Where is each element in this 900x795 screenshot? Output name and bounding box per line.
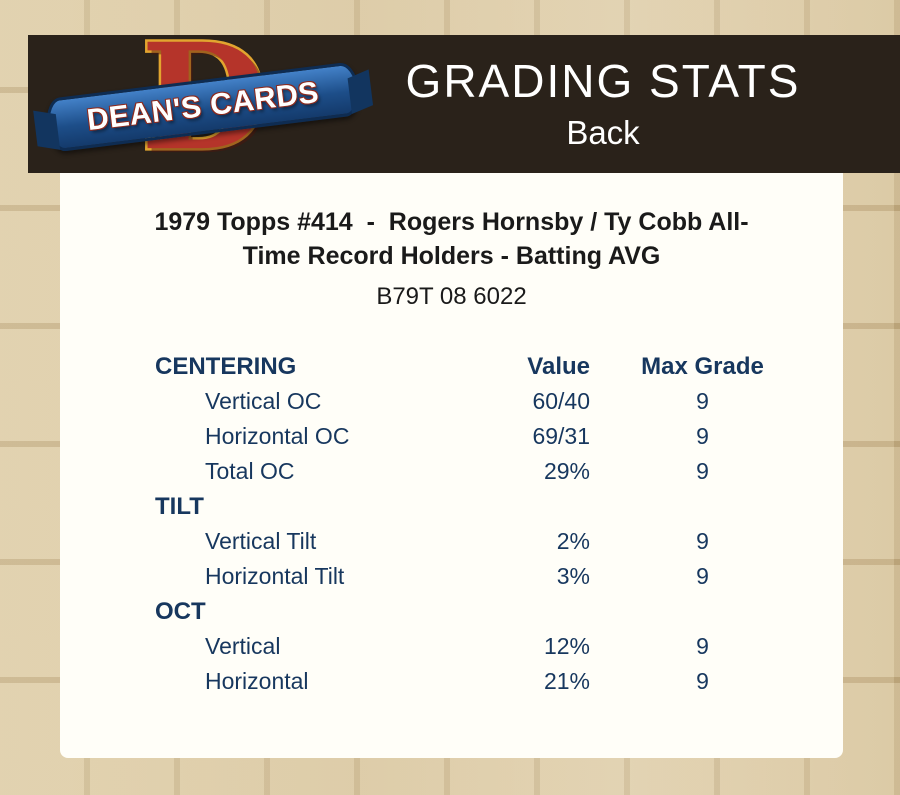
table-row-vertical-tilt: Vertical Tilt 2% 9 — [155, 524, 843, 559]
row-label: Horizontal Tilt — [205, 563, 345, 589]
row-label: Total OC — [205, 458, 295, 484]
column-header-value: Value — [527, 352, 590, 380]
stats-panel: 1979 Topps #414 - Rogers Hornsby / Ty Co… — [60, 173, 843, 758]
row-label: Vertical OC — [205, 388, 322, 414]
section-header: OCT — [155, 597, 206, 625]
table-row-oct-horizontal: Horizontal 21% 9 — [155, 664, 843, 699]
header-text-block: GRADING STATS Back — [354, 56, 900, 153]
row-max-grade: 9 — [696, 458, 709, 484]
row-label: Vertical Tilt — [205, 528, 317, 554]
row-value: 60/40 — [532, 388, 590, 414]
table-row-horizontal-tilt: Horizontal Tilt 3% 9 — [155, 559, 843, 594]
row-value: 12% — [543, 633, 590, 659]
row-max-grade: 9 — [696, 633, 709, 659]
page-subtitle: Back — [566, 114, 640, 152]
row-max-grade: 9 — [696, 563, 709, 589]
table-section-row-oct: OCT — [155, 594, 843, 629]
row-max-grade: 9 — [696, 528, 709, 554]
section-header: TILT — [155, 492, 204, 520]
row-value: 69/31 — [532, 423, 590, 449]
column-header-centering: CENTERING — [155, 352, 297, 380]
deans-cards-logo[interactable]: D DEAN'S CARDS — [43, 22, 363, 173]
row-value: 3% — [556, 563, 590, 589]
row-max-grade: 9 — [696, 423, 709, 449]
row-value: 21% — [543, 668, 590, 694]
row-value: 29% — [543, 458, 590, 484]
page-title: GRADING STATS — [405, 54, 801, 107]
card-serial-number: B79T 08 6022 — [376, 283, 527, 310]
table-header-row: CENTERING Value Max Grade — [155, 349, 843, 384]
row-label: Horizontal OC — [205, 423, 350, 449]
row-label: Vertical — [205, 633, 281, 659]
row-label: Horizontal — [205, 668, 309, 694]
table-row-total-oc: Total OC 29% 9 — [155, 454, 843, 489]
card-title: 1979 Topps #414 - Rogers Hornsby / Ty Co… — [154, 208, 749, 270]
table-row-horizontal-oc: Horizontal OC 69/31 9 — [155, 419, 843, 454]
row-max-grade: 9 — [696, 388, 709, 414]
column-header-max-grade: Max Grade — [641, 352, 764, 380]
header-bar: D DEAN'S CARDS GRADING STATS Back — [28, 22, 900, 173]
table-row-oct-vertical: Vertical 12% 9 — [155, 629, 843, 664]
table-row-vertical-oc: Vertical OC 60/40 9 — [155, 384, 843, 419]
row-max-grade: 9 — [696, 668, 709, 694]
grading-stats-table: CENTERING Value Max Grade Vertical OC 60… — [155, 349, 843, 699]
row-value: 2% — [556, 528, 590, 554]
table-section-row-tilt: TILT — [155, 489, 843, 524]
logo-text: DEAN'S CARDS — [85, 75, 321, 138]
